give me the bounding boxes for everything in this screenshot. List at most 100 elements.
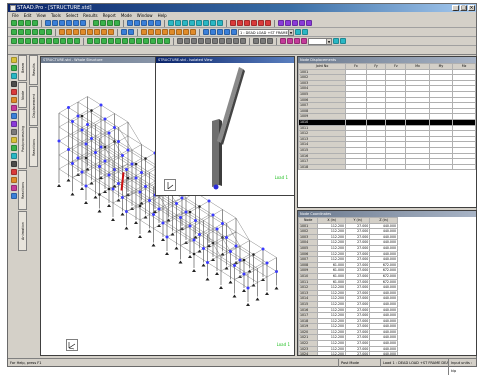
- table-cell[interactable]: [452, 118, 476, 126]
- sub-tab-0[interactable]: Results: [29, 55, 38, 85]
- beam-member[interactable]: [185, 206, 196, 213]
- table-cell[interactable]: [405, 113, 430, 120]
- beam-member[interactable]: [166, 217, 177, 224]
- menu-item-window[interactable]: Window: [136, 13, 153, 18]
- beam-member[interactable]: [239, 245, 254, 255]
- table-row[interactable]: 1019 112.200 27.000 440.000: [298, 323, 398, 330]
- support-icon[interactable]: [165, 252, 169, 255]
- brace-member[interactable]: [230, 259, 245, 266]
- beam-member[interactable]: [100, 132, 115, 142]
- beam-member[interactable]: [235, 217, 250, 241]
- beam-member[interactable]: [234, 259, 245, 266]
- beam-member[interactable]: [181, 197, 196, 207]
- toolbar-tool-icon[interactable]: [59, 29, 65, 35]
- table-cell[interactable]: [405, 74, 430, 81]
- beam-member[interactable]: [262, 248, 277, 258]
- beam-member[interactable]: [199, 234, 214, 244]
- beam-member[interactable]: [77, 129, 92, 139]
- sub-tab-2[interactable]: Reactions: [29, 127, 38, 167]
- table-cell[interactable]: [452, 96, 476, 104]
- table-cell[interactable]: 27.000: [345, 267, 371, 274]
- beam-member[interactable]: [185, 225, 200, 235]
- beam-member[interactable]: [257, 276, 268, 283]
- beam-member[interactable]: [58, 140, 73, 150]
- toolbar-tool-icon[interactable]: [74, 38, 80, 44]
- toolbar-tool-icon[interactable]: [191, 38, 197, 44]
- maximize-button[interactable]: □: [460, 5, 467, 11]
- toolbar-tool-icon[interactable]: [169, 29, 175, 35]
- beam-member[interactable]: [145, 152, 156, 159]
- node-marker[interactable]: [188, 210, 192, 214]
- table-cell[interactable]: [428, 91, 454, 98]
- beam-member[interactable]: [122, 155, 137, 165]
- beam-member[interactable]: [127, 163, 142, 173]
- brace-member[interactable]: [217, 67, 245, 145]
- beam-member[interactable]: [189, 234, 200, 241]
- node-marker[interactable]: [71, 162, 74, 165]
- node-marker[interactable]: [107, 131, 111, 135]
- beam-member[interactable]: [131, 149, 146, 159]
- node-marker[interactable]: [57, 139, 61, 143]
- table-cell[interactable]: 440.000: [369, 340, 398, 347]
- beam-member[interactable]: [172, 217, 187, 227]
- table-cell[interactable]: 440.000: [369, 334, 398, 342]
- table-cell[interactable]: [345, 163, 367, 171]
- menu-item-file[interactable]: File: [12, 13, 19, 18]
- side-tool-icon[interactable]: [10, 153, 17, 159]
- node-marker[interactable]: [192, 252, 196, 256]
- node-marker[interactable]: [130, 162, 134, 166]
- toolbar-tool-icon[interactable]: [212, 38, 218, 44]
- brace-member[interactable]: [72, 171, 87, 178]
- table-cell[interactable]: [452, 107, 476, 115]
- beam-member[interactable]: [58, 168, 73, 178]
- support-icon[interactable]: [138, 235, 142, 238]
- beam-member[interactable]: [104, 155, 115, 162]
- beam-member[interactable]: [72, 115, 83, 122]
- table-cell[interactable]: 440.000: [369, 289, 398, 297]
- toolbar-tool-icon[interactable]: [127, 20, 133, 26]
- table-row[interactable]: 1007 112.200 27.000 440.000: [298, 256, 398, 263]
- beam-member[interactable]: [243, 273, 258, 283]
- beam-member[interactable]: [195, 206, 210, 216]
- beam-member[interactable]: [72, 157, 83, 164]
- toolbar-tool-icon[interactable]: [226, 38, 232, 44]
- beam-member[interactable]: [127, 135, 142, 145]
- node-marker[interactable]: [99, 145, 103, 149]
- table-top-header[interactable]: Joint No: [298, 63, 347, 70]
- beam-member[interactable]: [208, 200, 223, 210]
- node-marker[interactable]: [157, 207, 161, 211]
- toolbar-tool-icon[interactable]: [203, 29, 209, 35]
- beam-member[interactable]: [199, 214, 210, 221]
- beam-member[interactable]: [207, 262, 222, 272]
- beam-member[interactable]: [141, 186, 156, 196]
- beam-member[interactable]: [203, 214, 214, 221]
- beam-member[interactable]: [118, 155, 133, 165]
- beam-member[interactable]: [127, 121, 142, 145]
- node-marker[interactable]: [194, 219, 197, 222]
- toolbar-tool-icon[interactable]: [67, 38, 73, 44]
- beam-member[interactable]: [126, 177, 137, 184]
- beam-member[interactable]: [126, 191, 137, 198]
- beam-member[interactable]: [145, 180, 156, 187]
- beam-member[interactable]: [72, 163, 87, 173]
- support-icon[interactable]: [147, 229, 152, 233]
- beam-member[interactable]: [176, 211, 187, 218]
- beam-member[interactable]: [193, 220, 204, 227]
- support-icon[interactable]: [246, 303, 250, 306]
- toolbar-tool-icon[interactable]: [129, 38, 135, 44]
- page-tab-2[interactable]: Postprocessing: [18, 109, 27, 169]
- table-cell[interactable]: 27.000: [345, 323, 371, 330]
- beam-member[interactable]: [58, 163, 69, 170]
- beam-member[interactable]: [91, 110, 106, 120]
- beam-member[interactable]: [95, 146, 106, 153]
- beam-member[interactable]: [87, 110, 102, 120]
- beam-member[interactable]: [249, 240, 264, 250]
- beam-member[interactable]: [95, 152, 110, 162]
- beam-member[interactable]: [220, 256, 235, 266]
- beam-member[interactable]: [85, 124, 96, 131]
- node-marker[interactable]: [233, 264, 236, 267]
- table-cell[interactable]: [405, 85, 430, 92]
- beam-member[interactable]: [185, 197, 200, 207]
- node-marker[interactable]: [98, 165, 101, 168]
- beam-member[interactable]: [158, 194, 173, 204]
